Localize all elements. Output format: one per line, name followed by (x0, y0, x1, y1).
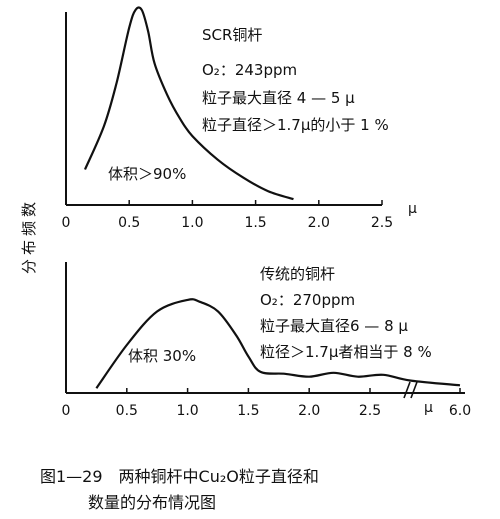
x-tick-label: 6.0 (449, 403, 471, 419)
x-tick-label: 0 (62, 403, 71, 419)
x-tick-label: 2.5 (371, 215, 393, 231)
chart-top-oxygen: O₂：243ppm (202, 61, 297, 79)
chart-bottom-x-unit: μ (424, 400, 433, 416)
chart-bottom-series-line (95, 298, 461, 389)
chart-top-x-unit: μ (408, 201, 417, 217)
chart-top-x-ticks: 0 0.5 1.0 1.5 2.0 2.5 (62, 200, 393, 231)
x-tick-label: 0.5 (118, 215, 140, 231)
x-tick-label: 0 (62, 215, 71, 231)
x-tick-label: 1.5 (237, 403, 259, 419)
x-tick-label: 2.0 (308, 215, 330, 231)
chart-bottom-x-ticks: 0 0.5 1.0 1.5 2.0 2.5 6.0 (62, 388, 471, 419)
x-tick-label: 1.0 (181, 215, 203, 231)
y-axis-label: 分布频数 (20, 198, 38, 274)
chart-top-diameter-share: 粒子直径＞1.7μ的小于 1 % (202, 116, 389, 134)
chart-bottom-volume: 体积 30% (128, 347, 196, 365)
x-tick-label: 1.5 (244, 215, 266, 231)
x-tick-label: 0.5 (116, 403, 138, 419)
figure-caption-line-2: 数量的分布情况图 (88, 493, 216, 512)
chart-bottom-max-diameter: 粒子最大直径6 — 8 μ (260, 317, 408, 335)
chart-top-max-diameter: 粒子最大直径 4 — 5 μ (202, 89, 355, 107)
chart-bottom: 0 0.5 1.0 1.5 2.0 2.5 6.0 μ 传统的铜杆 O₂：270ppm 粒子… (62, 262, 471, 419)
chart-bottom-oxygen: O₂：270ppm (260, 291, 355, 309)
chart-top-title: SCR铜杆 (202, 26, 262, 44)
chart-top-series-line (83, 6, 294, 201)
chart-bottom-title: 传统的铜杆 (260, 265, 335, 283)
chart-bottom-axis-break (403, 381, 418, 399)
x-tick-label: 2.0 (298, 403, 320, 419)
x-tick-label: 2.5 (359, 403, 381, 419)
chart-top-volume: 体积＞90% (108, 165, 186, 183)
x-tick-label: 1.0 (176, 403, 198, 419)
figure-caption-line-1: 图1—29 两种铜杆中Cu₂O粒子直径和 (40, 467, 319, 486)
chart-top: 0 0.5 1.0 1.5 2.0 2.5 μ SCR铜杆 O₂：243ppm 粒子最大直… (62, 6, 417, 231)
chart-bottom-diameter-share: 粒径＞1.7μ者相当于 8 % (260, 343, 432, 361)
